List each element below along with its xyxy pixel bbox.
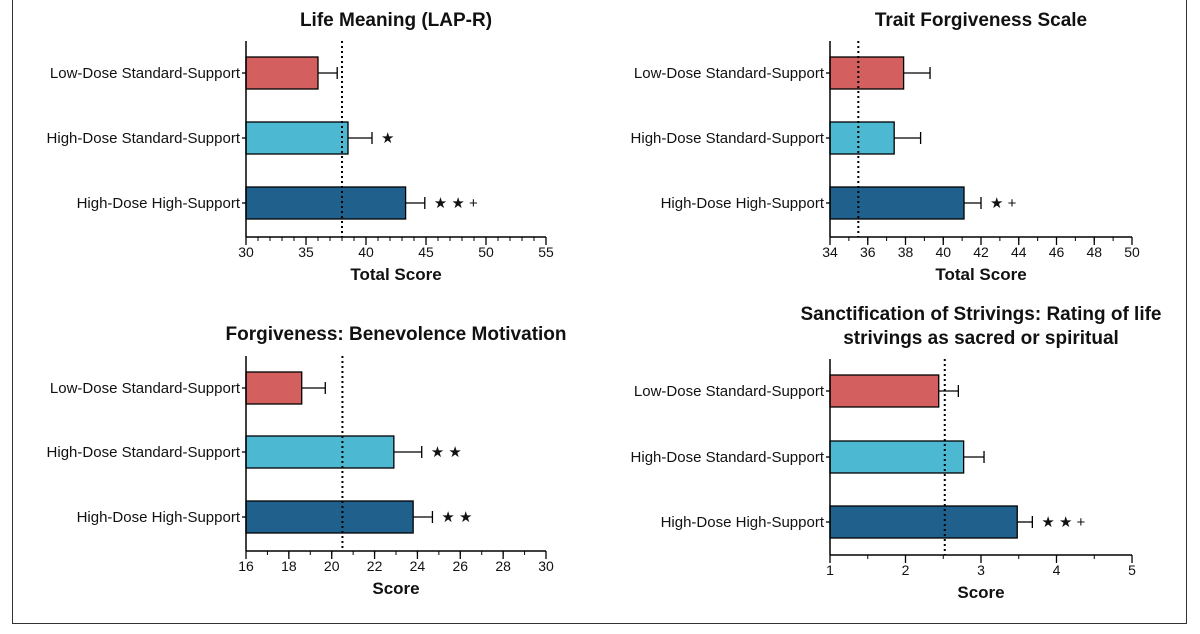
bar-low-dose-standard-support	[829, 374, 940, 408]
significance-marker: ★ ★ +	[1041, 514, 1085, 531]
x-tick-label: 24	[410, 558, 426, 574]
x-tick-label: 26	[452, 558, 468, 574]
bar-low-dose-standard-support	[829, 56, 905, 90]
category-label: Low-Dose Standard-Support	[50, 65, 241, 82]
chart-title: Life Meaning (LAP-R)	[300, 10, 492, 31]
x-tick-label: 22	[367, 558, 383, 574]
chart-title: Trait Forgiveness Scale	[875, 10, 1087, 31]
bar-high-dose-standard-support	[829, 121, 895, 155]
x-tick-label: 2	[902, 562, 910, 578]
category-label: Low-Dose Standard-Support	[634, 65, 825, 82]
x-tick-label: 18	[281, 558, 297, 574]
x-axis-label: Total Score	[935, 265, 1026, 284]
chart-panel-2: Trait Forgiveness Scale Low-Dose Standard…	[631, 10, 1140, 284]
category-label: High-Dose Standard-Support	[631, 130, 825, 147]
x-tick-label: 38	[898, 244, 914, 260]
x-axis-label: Score	[372, 579, 419, 598]
x-tick-label: 3	[977, 562, 985, 578]
significance-marker: ★	[381, 130, 394, 147]
x-tick-label: 50	[478, 244, 494, 260]
chart-panel-3: Forgiveness: Benevolence Motivation Low-D…	[47, 324, 567, 598]
x-tick-label: 50	[1124, 244, 1140, 260]
x-tick-label: 30	[538, 558, 554, 574]
category-label: High-Dose High-Support	[661, 195, 825, 212]
bar-high-dose-standard-support	[245, 435, 395, 469]
x-tick-label: 5	[1128, 562, 1136, 578]
significance-marker: ★ ★	[441, 509, 472, 526]
x-tick-label: 46	[1049, 244, 1065, 260]
bar-high-dose-standard-support	[829, 440, 965, 474]
category-label: High-Dose Standard-Support	[47, 444, 241, 461]
category-label: High-Dose High-Support	[77, 509, 241, 526]
bar-low-dose-standard-support	[245, 56, 319, 90]
x-tick-label: 42	[973, 244, 989, 260]
category-label: High-Dose High-Support	[661, 514, 825, 531]
significance-marker: ★ ★ +	[434, 195, 478, 212]
category-label: High-Dose High-Support	[77, 195, 241, 212]
bar-low-dose-standard-support	[245, 371, 303, 405]
category-label: Low-Dose Standard-Support	[50, 380, 241, 397]
x-tick-label: 48	[1086, 244, 1102, 260]
x-tick-label: 35	[298, 244, 314, 260]
x-tick-label: 16	[238, 558, 254, 574]
category-label: High-Dose Standard-Support	[631, 449, 825, 466]
x-tick-label: 34	[822, 244, 838, 260]
bar-high-dose-standard-support	[245, 121, 349, 155]
x-tick-label: 40	[358, 244, 374, 260]
category-label: Low-Dose Standard-Support	[634, 383, 825, 400]
x-tick-label: 44	[1011, 244, 1027, 260]
figure-frame	[12, 0, 1187, 624]
bar-high-dose-high-support	[829, 186, 965, 220]
x-axis-label: Total Score	[350, 265, 441, 284]
x-tick-label: 45	[418, 244, 434, 260]
significance-marker: ★ +	[990, 195, 1017, 212]
chart-title: Sanctification of Strivings: Rating of l…	[800, 304, 1161, 325]
x-tick-label: 30	[238, 244, 254, 260]
chart-title: Forgiveness: Benevolence Motivation	[225, 324, 566, 345]
bar-high-dose-high-support	[245, 186, 407, 220]
x-tick-label: 36	[860, 244, 876, 260]
chart-panel-1: Life Meaning (LAP-R) Low-Dose Standard-Su…	[47, 10, 554, 284]
x-tick-label: 40	[935, 244, 951, 260]
x-tick-label: 1	[826, 562, 834, 578]
x-tick-label: 55	[538, 244, 554, 260]
x-axis-label: Score	[957, 583, 1004, 602]
x-tick-label: 4	[1053, 562, 1061, 578]
bar-high-dose-high-support	[245, 500, 414, 534]
chart-panel-4: Sanctification of Strivings: Rating of l…	[631, 304, 1162, 602]
x-tick-label: 28	[495, 558, 511, 574]
bar-high-dose-high-support	[829, 505, 1018, 539]
x-tick-label: 20	[324, 558, 340, 574]
category-label: High-Dose Standard-Support	[47, 130, 241, 147]
chart-title: strivings as sacred or spiritual	[843, 328, 1119, 349]
significance-marker: ★ ★	[431, 444, 462, 461]
